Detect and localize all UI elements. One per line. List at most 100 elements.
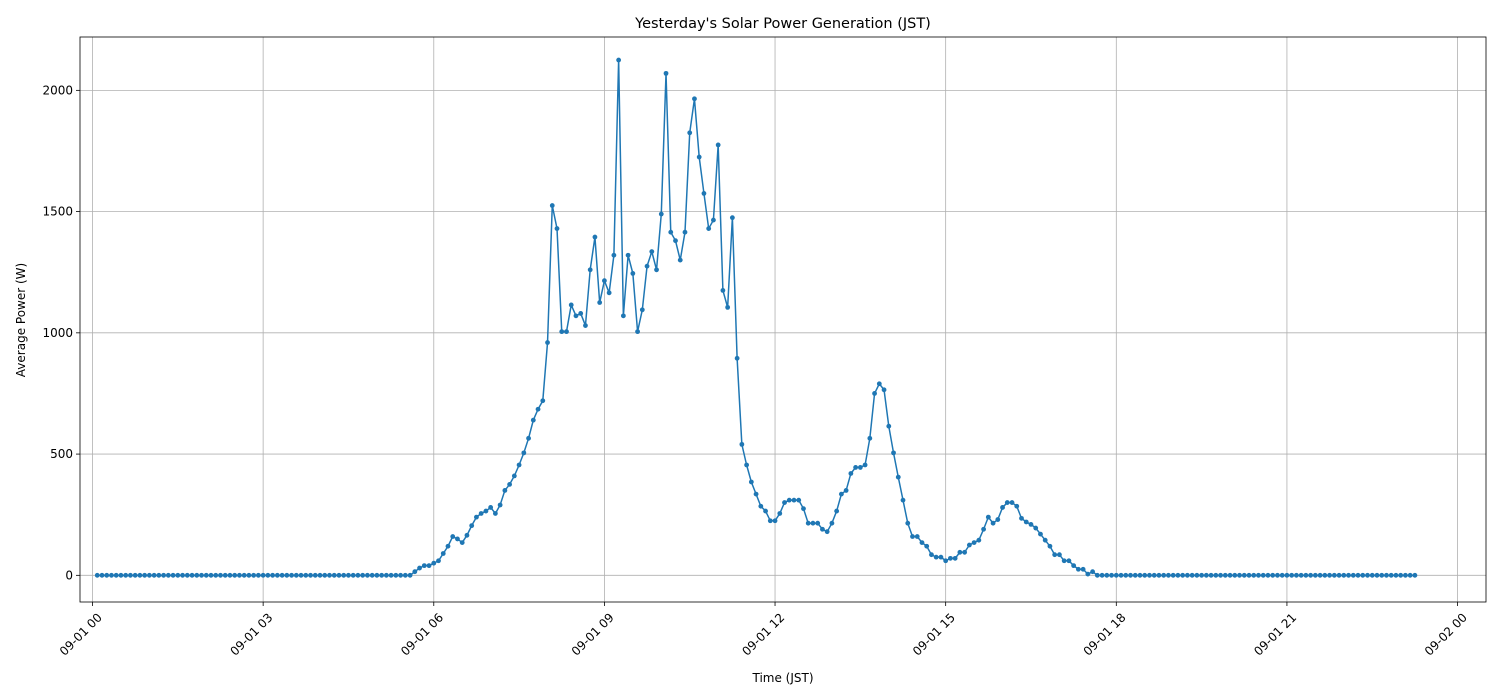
data-point — [213, 572, 219, 578]
x-tick-label: 09-01 06 — [398, 610, 446, 658]
data-point — [1218, 572, 1223, 578]
data-point — [327, 572, 332, 578]
data-point — [232, 572, 238, 578]
data-point — [853, 465, 859, 470]
data-point — [1180, 572, 1186, 578]
data-point — [1317, 572, 1323, 578]
data-point — [1028, 522, 1034, 527]
data-point — [910, 534, 915, 539]
data-point — [990, 520, 996, 526]
data-point — [554, 226, 560, 231]
data-point — [843, 488, 849, 493]
data-point — [602, 278, 607, 284]
data-point — [488, 505, 494, 510]
data-point — [919, 540, 925, 545]
data-point — [1128, 572, 1133, 578]
x-tick-label: 09-01 18 — [1081, 610, 1129, 658]
data-point — [521, 450, 527, 456]
data-point — [118, 572, 124, 578]
data-point — [1208, 572, 1214, 578]
data-point — [440, 551, 446, 556]
data-point — [289, 572, 294, 578]
data-point — [824, 529, 830, 535]
data-point — [1265, 572, 1271, 578]
chart-title: Yesterday's Solar Power Generation (JST) — [634, 16, 931, 32]
data-point — [777, 511, 783, 516]
data-point — [184, 572, 190, 578]
data-point — [715, 142, 721, 148]
data-point — [862, 462, 868, 468]
data-point — [786, 497, 792, 503]
data-point — [905, 520, 911, 526]
data-point — [1379, 572, 1385, 578]
data-point — [886, 423, 892, 429]
data-point — [606, 290, 612, 296]
data-point — [1346, 572, 1351, 578]
data-point — [568, 302, 574, 308]
data-point — [1284, 572, 1290, 578]
data-point — [469, 523, 475, 529]
data-point — [549, 203, 555, 208]
data-point — [763, 508, 768, 514]
data-point — [729, 215, 735, 221]
data-point — [393, 572, 399, 578]
data-point — [810, 520, 816, 526]
data-point — [753, 491, 759, 497]
data-point — [891, 450, 896, 456]
data-point — [1132, 572, 1138, 578]
data-point — [1341, 572, 1347, 578]
data-point — [137, 572, 143, 578]
y-axis-ticks: 0 500 1000 1500 2000 — [42, 83, 80, 582]
data-point — [104, 572, 110, 578]
data-point — [801, 506, 806, 512]
data-point — [900, 497, 906, 503]
data-point — [165, 572, 171, 578]
data-point — [559, 329, 565, 335]
y-tick-label: 500 — [50, 447, 73, 461]
data-point — [1023, 519, 1029, 525]
data-point — [1085, 571, 1091, 577]
data-point — [1227, 572, 1233, 578]
data-point — [189, 572, 195, 578]
data-point — [1246, 572, 1252, 578]
data-point — [815, 520, 821, 526]
data-point — [635, 329, 640, 335]
series-line — [97, 60, 1415, 577]
data-point — [1232, 572, 1238, 578]
data-point — [222, 572, 228, 578]
data-point — [1047, 543, 1053, 549]
data-point — [402, 572, 408, 578]
data-point — [303, 572, 309, 578]
data-point — [948, 555, 953, 561]
data-point — [246, 572, 252, 578]
data-point — [976, 537, 982, 543]
data-point — [966, 542, 972, 548]
data-point — [644, 263, 650, 269]
data-point — [170, 572, 176, 578]
y-axis-label: Average Power (W) — [14, 263, 28, 377]
data-point — [1161, 572, 1167, 578]
data-point — [587, 267, 593, 273]
data-point — [1336, 572, 1342, 578]
data-point — [748, 479, 754, 485]
data-point — [151, 572, 157, 578]
data-point — [981, 526, 986, 532]
data-point — [952, 555, 958, 561]
data-point — [1057, 552, 1062, 558]
data-point — [1175, 572, 1181, 578]
data-point — [872, 391, 877, 396]
x-tick-label: 09-01 00 — [57, 610, 105, 658]
data-point — [682, 229, 688, 235]
data-point — [260, 572, 266, 578]
data-point — [1099, 572, 1105, 578]
data-point — [564, 329, 569, 335]
data-point — [502, 488, 508, 493]
data-point — [924, 543, 930, 549]
data-point — [1365, 572, 1370, 578]
data-point — [251, 572, 257, 578]
data-point — [1033, 525, 1039, 531]
data-point — [459, 540, 465, 545]
data-point — [1014, 503, 1020, 509]
data-point — [1213, 572, 1219, 578]
data-point — [1166, 572, 1171, 578]
